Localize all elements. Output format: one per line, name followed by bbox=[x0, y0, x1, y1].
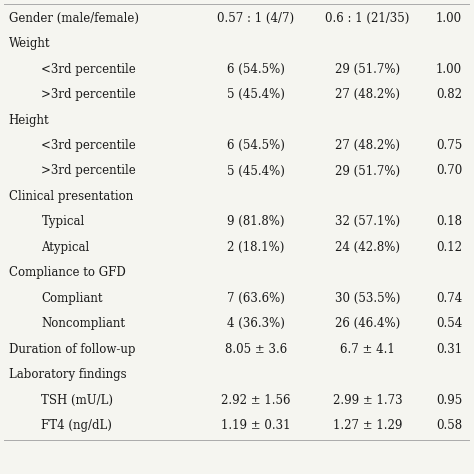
Text: 29 (51.7%): 29 (51.7%) bbox=[335, 63, 400, 75]
Text: 0.18: 0.18 bbox=[436, 216, 462, 228]
Text: Weight: Weight bbox=[9, 37, 50, 50]
Text: >3rd percentile: >3rd percentile bbox=[41, 164, 136, 177]
Text: Noncompliant: Noncompliant bbox=[41, 317, 126, 330]
Text: 4 (36.3%): 4 (36.3%) bbox=[227, 317, 284, 330]
Text: 5 (45.4%): 5 (45.4%) bbox=[227, 164, 284, 177]
Text: 6.7 ± 4.1: 6.7 ± 4.1 bbox=[340, 343, 395, 356]
Text: 0.75: 0.75 bbox=[436, 139, 462, 152]
Text: <3rd percentile: <3rd percentile bbox=[41, 63, 136, 75]
Text: 0.54: 0.54 bbox=[436, 317, 462, 330]
Text: 0.82: 0.82 bbox=[436, 88, 462, 101]
Text: 0.74: 0.74 bbox=[436, 292, 462, 305]
Text: Clinical presentation: Clinical presentation bbox=[9, 190, 133, 203]
Text: 1.19 ± 0.31: 1.19 ± 0.31 bbox=[221, 419, 291, 432]
Text: <3rd percentile: <3rd percentile bbox=[41, 139, 136, 152]
Text: Height: Height bbox=[9, 114, 49, 127]
Text: 30 (53.5%): 30 (53.5%) bbox=[335, 292, 400, 305]
Text: Typical: Typical bbox=[41, 216, 85, 228]
Text: 0.31: 0.31 bbox=[436, 343, 462, 356]
Text: 9 (81.8%): 9 (81.8%) bbox=[227, 216, 284, 228]
Text: 2.92 ± 1.56: 2.92 ± 1.56 bbox=[221, 394, 291, 407]
Text: 0.58: 0.58 bbox=[436, 419, 462, 432]
Text: 1.27 ± 1.29: 1.27 ± 1.29 bbox=[333, 419, 402, 432]
Text: 26 (46.4%): 26 (46.4%) bbox=[335, 317, 400, 330]
Text: 0.12: 0.12 bbox=[436, 241, 462, 254]
Text: Laboratory findings: Laboratory findings bbox=[9, 368, 127, 381]
Text: Atypical: Atypical bbox=[41, 241, 90, 254]
Text: FT4 (ng/dL): FT4 (ng/dL) bbox=[41, 419, 112, 432]
Text: 7 (63.6%): 7 (63.6%) bbox=[227, 292, 284, 305]
Text: Gender (male/female): Gender (male/female) bbox=[9, 12, 139, 25]
Text: 0.70: 0.70 bbox=[436, 164, 462, 177]
Text: 1.00: 1.00 bbox=[436, 12, 462, 25]
Text: 1.00: 1.00 bbox=[436, 63, 462, 75]
Text: 6 (54.5%): 6 (54.5%) bbox=[227, 63, 284, 75]
Text: Compliant: Compliant bbox=[41, 292, 103, 305]
Text: 6 (54.5%): 6 (54.5%) bbox=[227, 139, 284, 152]
Text: 27 (48.2%): 27 (48.2%) bbox=[335, 88, 400, 101]
Text: 32 (57.1%): 32 (57.1%) bbox=[335, 216, 400, 228]
Text: 8.05 ± 3.6: 8.05 ± 3.6 bbox=[225, 343, 287, 356]
Text: 0.6 : 1 (21/35): 0.6 : 1 (21/35) bbox=[325, 12, 410, 25]
Text: 24 (42.8%): 24 (42.8%) bbox=[335, 241, 400, 254]
Text: Compliance to GFD: Compliance to GFD bbox=[9, 266, 126, 279]
Text: >3rd percentile: >3rd percentile bbox=[41, 88, 136, 101]
Text: Duration of follow-up: Duration of follow-up bbox=[9, 343, 135, 356]
Text: 5 (45.4%): 5 (45.4%) bbox=[227, 88, 284, 101]
Text: 0.57 : 1 (4/7): 0.57 : 1 (4/7) bbox=[217, 12, 294, 25]
Text: 0.95: 0.95 bbox=[436, 394, 462, 407]
Text: TSH (mU/L): TSH (mU/L) bbox=[41, 394, 113, 407]
Text: 29 (51.7%): 29 (51.7%) bbox=[335, 164, 400, 177]
Text: 27 (48.2%): 27 (48.2%) bbox=[335, 139, 400, 152]
Text: 2 (18.1%): 2 (18.1%) bbox=[227, 241, 284, 254]
Text: 2.99 ± 1.73: 2.99 ± 1.73 bbox=[333, 394, 402, 407]
